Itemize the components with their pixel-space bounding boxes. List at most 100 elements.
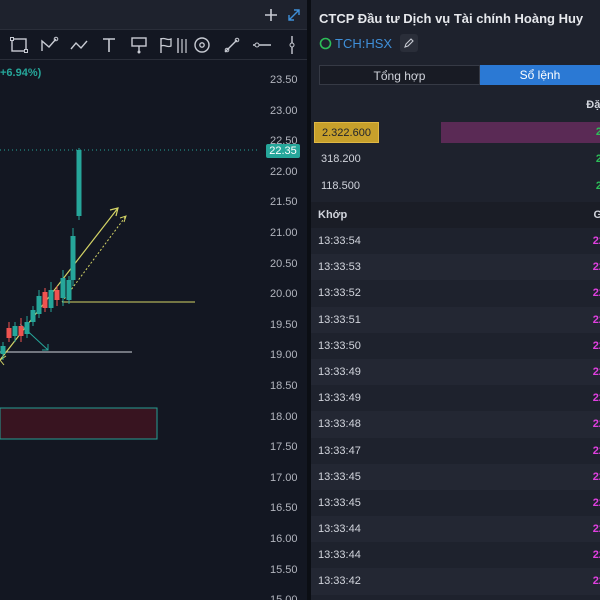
trade-time: 13:33:51 — [318, 313, 361, 326]
order-book-row[interactable]: 318.200 2 — [311, 146, 600, 173]
tab-summary[interactable]: Tổng hợp — [319, 65, 480, 85]
price-tick: 16.50 — [270, 502, 298, 515]
price-tick: 23.50 — [270, 74, 298, 86]
plus-icon[interactable] — [262, 5, 280, 25]
ticker-symbol[interactable]: TCH:HSX — [335, 35, 393, 51]
trade-price: 22. — [592, 365, 600, 378]
tab-order-book[interactable]: Sổ lệnh — [480, 65, 600, 85]
candle-body[interactable] — [18, 326, 24, 336]
trade-row[interactable]: 13:33:49 22. — [311, 358, 600, 386]
stock-detail-panel: CTCP Đầu tư Dịch vụ Tài chính Hoàng Huy … — [311, 0, 600, 600]
price-tick: 18.50 — [270, 380, 298, 392]
trades-header: Khớp G — [311, 202, 600, 228]
trade-time: 13:33:48 — [318, 418, 361, 431]
trade-row[interactable]: 13:33:51 22. — [311, 306, 600, 333]
projection-arrow-head — [119, 215, 127, 223]
flag-icon[interactable] — [155, 34, 177, 56]
support-zone[interactable] — [0, 407, 158, 440]
last-price-tag: 22.35 — [266, 144, 300, 158]
trade-price: 22. — [592, 261, 600, 274]
order-book-row[interactable]: 2.322.600 2 — [311, 119, 600, 146]
projection-arrow-line[interactable] — [61, 215, 127, 303]
trade-row[interactable]: 13:33:44 22. — [311, 516, 600, 543]
price-tick: 22.00 — [270, 165, 298, 178]
trade-row[interactable]: 13:33:48 22. — [311, 411, 600, 438]
candle-body[interactable] — [0, 346, 6, 354]
trend-arrow-head — [109, 207, 119, 217]
candle-body[interactable] — [54, 290, 60, 300]
chart-pane[interactable]: +6.94%) 23.50 23.00 22.50 22.00 21.50 21.00 20… — [0, 0, 307, 600]
price-tick: 17.50 — [270, 441, 298, 454]
trend-icon[interactable] — [68, 34, 90, 56]
brush-icon[interactable] — [221, 34, 243, 56]
trade-time: 13:33:54 — [318, 235, 361, 247]
trade-time: 13:33:47 — [318, 444, 361, 457]
price-tick: 23.00 — [270, 104, 298, 117]
trade-price: 22. — [592, 444, 600, 457]
candle-body[interactable] — [36, 296, 42, 314]
trade-row[interactable]: 13:33:52 22. — [311, 280, 600, 306]
trade-time: 13:33:49 — [318, 392, 361, 405]
trade-row[interactable]: 13:33:45 22. — [311, 463, 600, 490]
price-tick: 21.50 — [270, 196, 298, 209]
trade-price: 22. — [592, 523, 600, 536]
pullback-arrow-line[interactable] — [19, 323, 49, 351]
order-volume: 2.322.600 — [314, 122, 379, 143]
trade-row[interactable]: 13:33:44 22. — [311, 542, 600, 568]
pane-divider[interactable] — [307, 0, 311, 600]
trade-row[interactable]: 13:33:47 22. — [311, 438, 600, 464]
trade-price: 22. — [592, 575, 600, 588]
order-book-header: Đặt — [311, 92, 600, 119]
candle-body[interactable] — [24, 322, 30, 334]
trade-price: 22. — [592, 339, 600, 352]
order-book-row[interactable]: 118.500 2 — [311, 173, 600, 200]
pitchfork-icon[interactable] — [172, 34, 194, 56]
trades-list[interactable]: 13:33:5422.13:33:5322.13:33:5222.13:33:5… — [311, 228, 600, 595]
trade-price: 22. — [592, 235, 600, 247]
horizontal-line-icon[interactable] — [251, 34, 273, 56]
candle-body[interactable] — [42, 292, 48, 308]
trade-row[interactable]: 13:33:49 22. — [311, 385, 600, 411]
trade-time: 13:33:45 — [318, 496, 361, 509]
order-volume: 318.200 — [321, 153, 361, 165]
candle-body[interactable] — [76, 150, 82, 216]
price-chart[interactable] — [0, 60, 260, 600]
path-icon[interactable] — [38, 34, 60, 56]
rectangle-icon[interactable] — [8, 34, 30, 56]
price-tick: 17.00 — [270, 471, 298, 484]
price-tick: 19.50 — [270, 318, 298, 331]
trend-arrow-line[interactable] — [0, 207, 119, 361]
trade-row[interactable]: 13:33:45 22. — [311, 490, 600, 516]
trade-row[interactable]: 13:33:50 22. — [311, 333, 600, 359]
text-icon[interactable] — [98, 34, 120, 56]
trade-row[interactable]: 13:33:42 22. — [311, 568, 600, 595]
order-price: 2 — [595, 126, 600, 138]
trade-time: 13:33:53 — [318, 261, 361, 274]
trade-price: 22. — [592, 392, 600, 405]
price-tick: 18.00 — [270, 410, 298, 423]
price-tick: 15.00 — [270, 594, 298, 600]
candle-body[interactable] — [60, 278, 66, 298]
trade-row[interactable]: 13:33:53 22. — [311, 254, 600, 281]
drawing-toolbar — [0, 30, 307, 60]
price-axis[interactable]: 23.50 23.00 22.50 22.00 21.50 21.00 20.50 20.00… — [260, 60, 307, 600]
candle-body[interactable] — [6, 328, 12, 338]
candle-body[interactable] — [30, 310, 36, 322]
trade-time: 13:33:44 — [318, 549, 361, 562]
edit-button[interactable] — [400, 34, 419, 52]
trade-row[interactable]: 13:33:54 22. — [311, 228, 600, 254]
candle-body[interactable] — [66, 280, 72, 300]
callout-icon[interactable] — [128, 34, 150, 56]
expand-icon[interactable] — [285, 5, 303, 25]
candle-body[interactable] — [12, 326, 18, 336]
candle-body[interactable] — [48, 290, 54, 308]
trade-price: 22. — [592, 549, 600, 562]
candle-body[interactable] — [70, 236, 76, 280]
order-volume: 118.500 — [321, 180, 360, 192]
target-icon[interactable] — [191, 34, 213, 56]
order-book-header-label: Đặt — [586, 99, 600, 111]
vertical-line-icon[interactable] — [281, 34, 303, 56]
order-book: Đặt 2.322.600 2 318.200 2 118.500 2 — [311, 92, 600, 200]
company-name: CTCP Đầu tư Dịch vụ Tài chính Hoàng Huy — [319, 11, 584, 26]
trade-time: 13:33:44 — [318, 523, 361, 536]
